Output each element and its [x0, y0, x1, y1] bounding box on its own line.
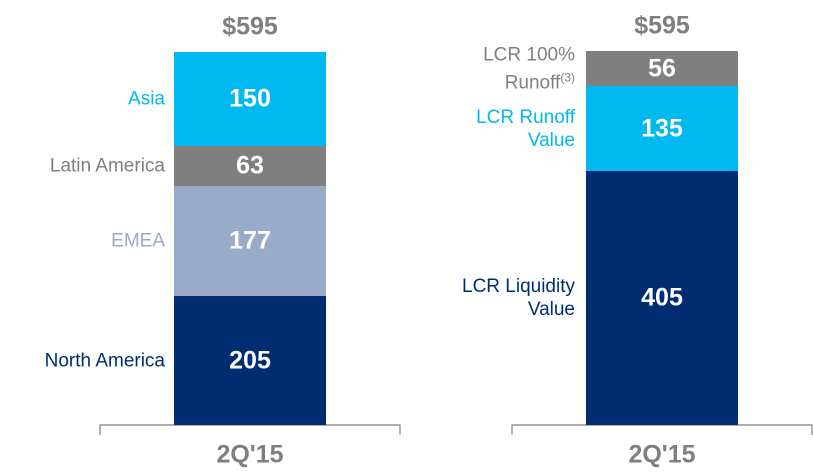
series-name: LCR Runoff Value	[476, 106, 575, 151]
series-label: Latin America	[15, 154, 165, 177]
series-name: LCR Liquidity Value	[462, 276, 575, 321]
axis-line	[511, 424, 813, 435]
value-label: 205	[229, 346, 271, 375]
bar-segment	[586, 51, 738, 87]
value-label: 150	[229, 84, 271, 113]
value-label: 177	[229, 226, 271, 255]
series-label: LCR Liquidity Value	[425, 275, 575, 321]
total-label: $595	[222, 12, 278, 41]
axis-line	[99, 424, 401, 435]
value-label: 135	[641, 114, 683, 143]
value-label: 56	[648, 54, 676, 83]
series-label: LCR 100% Runoff(3)	[425, 43, 575, 94]
series-name: EMEA	[111, 230, 165, 252]
total-label: $595	[634, 11, 690, 40]
series-name: Latin America	[49, 155, 165, 177]
series-name: LCR 100% Runoff	[483, 44, 575, 94]
bar-segment	[174, 52, 326, 147]
series-label: EMEA	[15, 230, 165, 253]
bar-segment	[174, 185, 326, 297]
footnote: (3)	[560, 70, 575, 85]
series-label: Asia	[15, 88, 165, 111]
series-label: LCR Runoff Value	[425, 106, 575, 152]
bar-segment	[586, 171, 738, 425]
category-label: 2Q'15	[628, 440, 696, 469]
value-label: 63	[236, 151, 264, 180]
value-label: 405	[641, 283, 683, 312]
series-name: Asia	[128, 88, 165, 110]
series-label: North America	[15, 349, 165, 372]
bar-segment	[174, 296, 326, 425]
series-name: North America	[44, 350, 165, 372]
bar-segment	[174, 146, 326, 186]
category-label: 2Q'15	[216, 440, 284, 469]
bar-segment	[586, 86, 738, 172]
